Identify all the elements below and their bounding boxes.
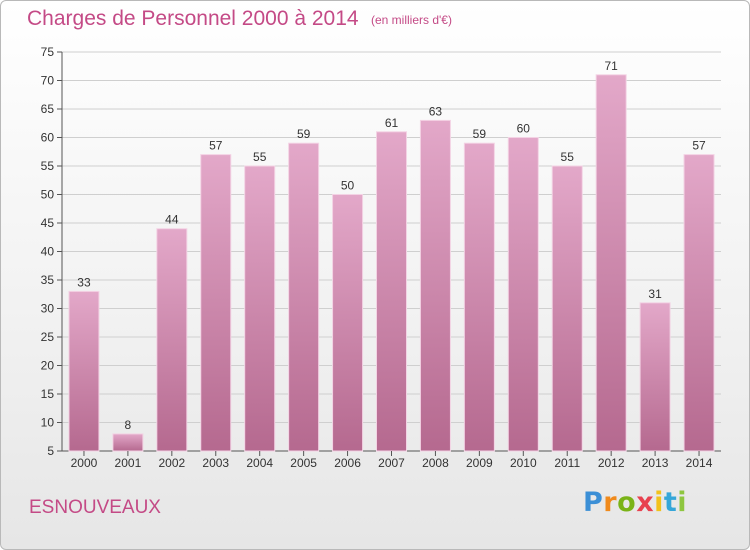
- y-tick-label: 10: [41, 416, 55, 430]
- bar-2004: [244, 165, 276, 452]
- data-label-2003: 57: [209, 139, 223, 153]
- x-tick-label-2003: 2003: [202, 456, 229, 470]
- bar-2001: [112, 433, 144, 452]
- data-label-2010: 60: [517, 122, 531, 136]
- x-tick-label-2013: 2013: [642, 456, 669, 470]
- x-tick-label-2014: 2014: [686, 456, 713, 470]
- x-tick-label-2008: 2008: [422, 456, 449, 470]
- bar-2008: [419, 119, 451, 452]
- x-tick-label-2000: 2000: [71, 456, 98, 470]
- bar-2009: [463, 142, 495, 452]
- commune-name: ESNOUVEAUX: [29, 497, 161, 518]
- y-tick-label: 40: [41, 245, 55, 259]
- y-tick-label: 55: [41, 159, 55, 173]
- y-tick-label: 70: [41, 74, 55, 88]
- y-tick-label: 50: [41, 188, 55, 202]
- y-tick-label: 5: [47, 444, 54, 458]
- x-tick-label-2012: 2012: [598, 456, 625, 470]
- data-label-2000: 33: [77, 275, 91, 289]
- y-tick-label: 20: [41, 359, 55, 373]
- bar-2010: [507, 137, 539, 452]
- x-tick-label-2010: 2010: [510, 456, 537, 470]
- bar-2006: [332, 194, 364, 452]
- y-tick-label: 75: [41, 45, 55, 59]
- logo-letter: i: [677, 487, 688, 518]
- data-label-2006: 50: [341, 179, 355, 193]
- x-tick-label-2006: 2006: [334, 456, 361, 470]
- bar-2013: [639, 302, 671, 452]
- chart-title: Charges de Personnel 2000 à 2014: [27, 7, 359, 30]
- bar-2014: [683, 154, 715, 452]
- bar-2005: [288, 142, 320, 452]
- y-tick-label: 25: [41, 330, 55, 344]
- logo-letter: P: [583, 487, 604, 518]
- logo-letter: r: [603, 487, 618, 518]
- y-tick-label: 35: [41, 273, 55, 287]
- y-tick-label: 15: [41, 387, 55, 401]
- x-tick-label-2011: 2011: [554, 456, 580, 470]
- chart-subtitle: (en milliers d'€): [371, 13, 452, 27]
- logo-letter: t: [663, 487, 678, 518]
- bar-2011: [551, 165, 583, 452]
- x-tick-label-2001: 2001: [115, 456, 142, 470]
- x-tick-label-2007: 2007: [378, 456, 405, 470]
- y-tick-label: 60: [41, 131, 55, 145]
- x-tick-label-2009: 2009: [466, 456, 493, 470]
- data-label-2012: 71: [604, 59, 618, 73]
- data-label-2002: 44: [165, 213, 179, 227]
- data-label-2004: 55: [253, 150, 267, 164]
- bar-2002: [156, 228, 188, 452]
- data-label-2013: 31: [648, 287, 662, 301]
- logo-letter: o: [617, 487, 637, 518]
- data-label-2001: 8: [125, 418, 132, 432]
- bar-2007: [376, 131, 407, 452]
- data-label-2007: 61: [385, 116, 399, 130]
- x-tick-label-2004: 2004: [246, 456, 273, 470]
- data-label-2011: 55: [561, 150, 575, 164]
- bar-2003: [200, 154, 232, 452]
- bar-2000: [68, 290, 100, 452]
- data-label-2009: 59: [473, 127, 487, 141]
- logo-letter: i: [654, 487, 664, 518]
- data-label-2005: 59: [297, 127, 311, 141]
- proxiti-logo: Proxiti: [583, 487, 687, 518]
- y-tick-label: 45: [41, 216, 55, 230]
- x-tick-label-2002: 2002: [158, 456, 185, 470]
- bar-2012: [595, 74, 627, 452]
- x-tick-label-2005: 2005: [290, 456, 317, 470]
- y-tick-label: 65: [41, 102, 55, 116]
- data-label-2008: 63: [429, 104, 443, 118]
- data-label-2014: 57: [692, 139, 706, 153]
- y-tick-label: 30: [41, 302, 55, 316]
- logo-letter: x: [636, 487, 655, 518]
